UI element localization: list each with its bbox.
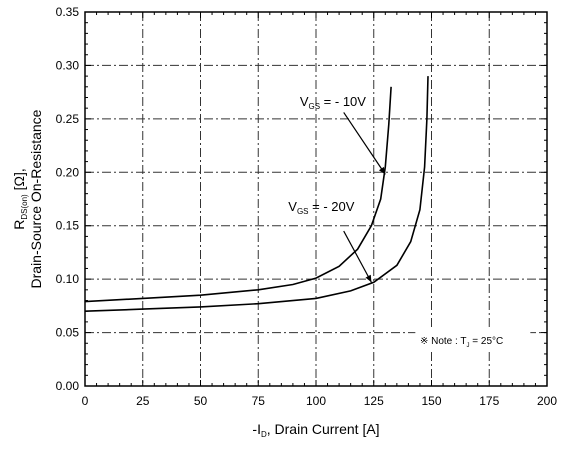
- plot-frame: [84, 11, 548, 387]
- x-tick-label: 175: [479, 394, 499, 408]
- annotation-arrow-head: [365, 274, 372, 283]
- x-tick-label: 200: [537, 394, 557, 408]
- series-label-vgs10: VGS = - 10V: [300, 94, 366, 111]
- x-tick-label: 150: [421, 394, 441, 408]
- series-line-1: [84, 86, 392, 303]
- y-tick-label: 0.10: [56, 272, 80, 286]
- y-tick-label: 0.35: [56, 5, 80, 19]
- y-axis-label-line1: RDS(on) [Ω],: [11, 168, 29, 230]
- y-tick-label: 0.25: [56, 112, 80, 126]
- note-box: [415, 327, 531, 352]
- note-text: ※ Note : TJ = 25°C: [420, 336, 503, 349]
- annotation-arrow-line: [343, 112, 386, 175]
- y-axis-label-group: RDS(on) [Ω], Drain-Source On-Resistance: [11, 109, 44, 288]
- x-tick-label: 125: [364, 394, 384, 408]
- x-tick-label: 75: [252, 394, 266, 408]
- x-tick-label: 50: [194, 394, 208, 408]
- series-label-vgs20: VGS = - 20V: [288, 199, 354, 216]
- x-tick-label: 100: [306, 394, 326, 408]
- y-tick-label: 0.30: [56, 58, 80, 72]
- y-tick-label: 0.05: [56, 326, 80, 340]
- x-tick-label: 0: [82, 394, 89, 408]
- x-axis-label: -ID, Drain Current [A]: [252, 421, 379, 439]
- y-tick-label: 0.00: [56, 379, 80, 393]
- annotation-arrow-line: [343, 230, 372, 283]
- series-line-2: [84, 76, 429, 312]
- annotation-arrow-head: [378, 166, 386, 175]
- x-tick-label: 25: [136, 394, 150, 408]
- y-tick-label: 0.15: [56, 219, 80, 233]
- y-axis-label-line2: Drain-Source On-Resistance: [28, 109, 44, 288]
- y-tick-label: 0.20: [56, 165, 80, 179]
